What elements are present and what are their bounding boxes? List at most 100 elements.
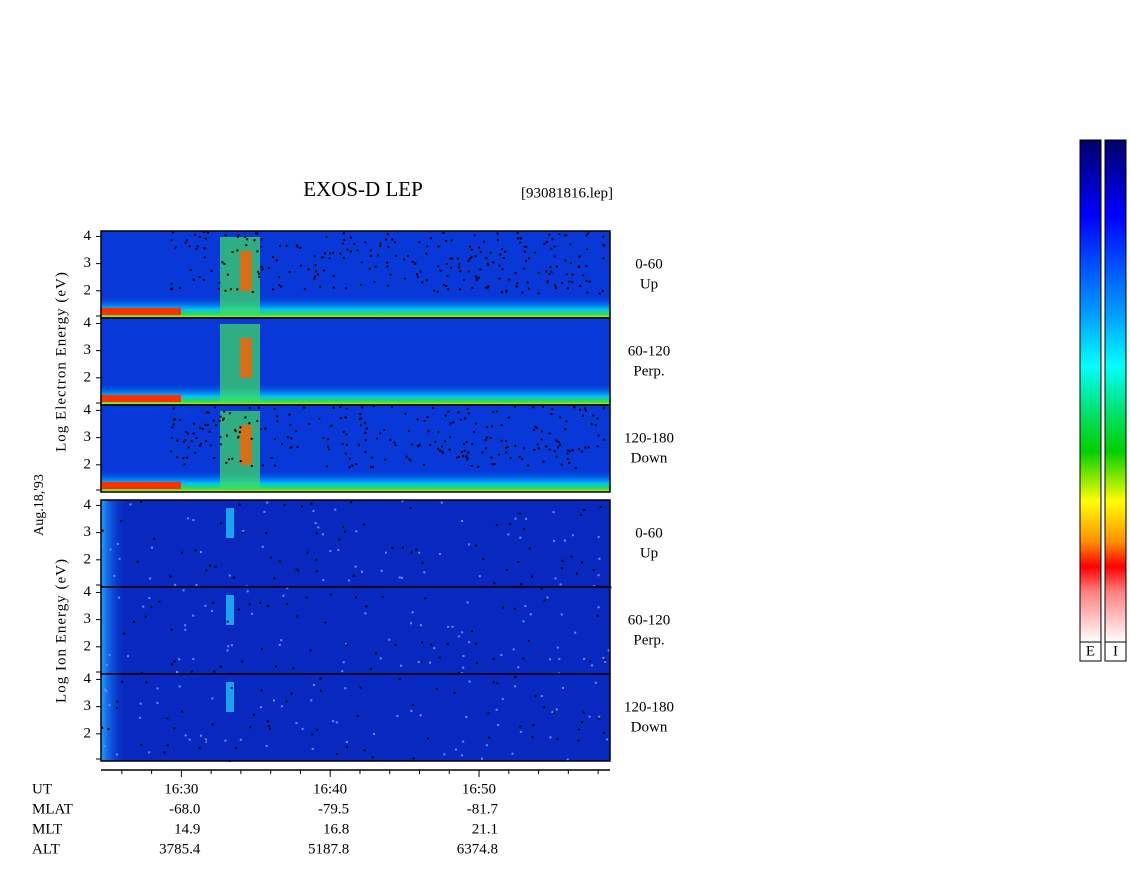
noise (108, 653, 111, 656)
noise (380, 569, 383, 572)
noise (334, 508, 337, 511)
noise (198, 276, 201, 279)
noise (602, 731, 605, 734)
noise (507, 533, 510, 536)
noise (290, 437, 293, 440)
noise (514, 271, 517, 274)
noise (251, 612, 254, 615)
panel-direction: Up (640, 276, 658, 292)
noise (566, 287, 569, 290)
noise (344, 643, 347, 646)
noise (407, 430, 410, 433)
noise (416, 275, 419, 278)
noise (169, 575, 172, 578)
noise (256, 420, 259, 423)
noise (543, 242, 546, 245)
noise (575, 572, 578, 575)
noise (265, 744, 268, 747)
noise (462, 655, 465, 658)
noise (577, 728, 580, 731)
noise (463, 279, 466, 282)
noise (552, 711, 555, 714)
noise (585, 264, 588, 267)
noise (236, 288, 239, 291)
noise (606, 738, 609, 741)
ephemeris-name: UT (32, 781, 52, 797)
noise (335, 752, 338, 755)
noise (181, 551, 184, 554)
noise (542, 460, 545, 463)
noise (466, 458, 469, 461)
noise (558, 657, 561, 660)
noise (599, 505, 602, 508)
noise (468, 680, 471, 683)
noise (415, 548, 418, 551)
noise (418, 241, 421, 244)
noise (478, 276, 481, 279)
noise (579, 284, 582, 287)
noise (257, 270, 260, 273)
noise (173, 727, 176, 730)
noise (500, 291, 503, 294)
noise (571, 534, 574, 537)
noise (423, 419, 426, 422)
noise (438, 553, 441, 556)
noise (360, 284, 363, 287)
noise (172, 407, 175, 410)
date: Aug.18,'93 (32, 474, 47, 536)
noise (292, 667, 295, 670)
noise (565, 234, 568, 237)
noise (450, 266, 453, 269)
noise (118, 596, 121, 599)
noise (489, 251, 492, 254)
noise (480, 757, 483, 760)
noise (501, 698, 504, 701)
noise (356, 714, 359, 717)
noise (283, 504, 286, 507)
noise (222, 417, 225, 420)
noise (495, 524, 498, 527)
noise (204, 740, 207, 743)
noise (170, 282, 173, 285)
noise (239, 426, 242, 429)
noise (543, 706, 546, 709)
noise (514, 685, 517, 688)
noise (260, 428, 263, 431)
noise (228, 574, 231, 577)
noise (581, 414, 584, 417)
noise (515, 285, 518, 288)
noise (602, 656, 605, 659)
noise (379, 245, 382, 248)
noise (278, 284, 281, 287)
panel-angle: 120-180 (624, 699, 674, 715)
noise (285, 244, 288, 247)
noise (345, 407, 348, 410)
noise (446, 275, 449, 278)
noise (458, 455, 461, 458)
x-tick-label: 16:40 (313, 781, 347, 797)
noise (466, 457, 469, 460)
noise (522, 657, 525, 660)
noise (301, 727, 304, 730)
noise (329, 425, 332, 428)
noise (445, 285, 448, 288)
noise (468, 543, 471, 546)
noise (464, 417, 467, 420)
noise (342, 525, 345, 528)
noise (372, 405, 375, 408)
noise (348, 466, 351, 469)
noise (199, 444, 202, 447)
noise (286, 587, 289, 590)
noise (318, 417, 321, 420)
noise (355, 463, 358, 466)
noise (466, 407, 469, 410)
noise (578, 255, 581, 258)
noise (289, 423, 292, 426)
noise (400, 576, 403, 579)
noise (184, 241, 187, 244)
noise (204, 237, 207, 240)
noise (535, 426, 538, 429)
noise (529, 613, 532, 616)
noise (586, 291, 589, 294)
noise (342, 430, 345, 433)
